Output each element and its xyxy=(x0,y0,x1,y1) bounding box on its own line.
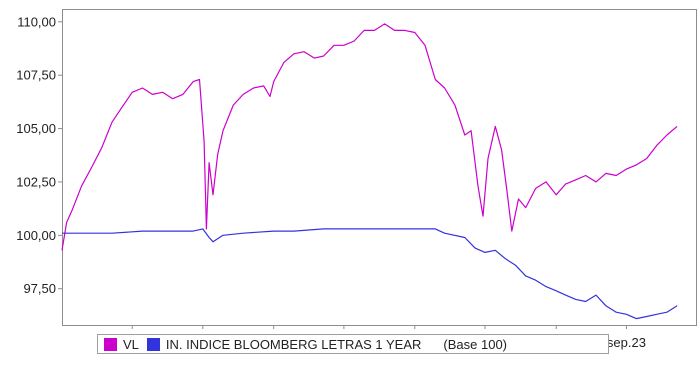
legend-label-vl: VL xyxy=(123,336,139,352)
series-line-index xyxy=(62,228,678,320)
legend-note: (Base 100) xyxy=(443,336,507,352)
legend-label-index: IN. INDICE BLOOMBERG LETRAS 1 YEAR xyxy=(165,336,422,352)
x-tick-label: sep.23 xyxy=(607,335,646,350)
series-line-vl xyxy=(61,23,678,251)
y-tick-label: 102,50 xyxy=(16,174,56,189)
y-axis: 97,50 100,00 102,50 105,00 107,50 110,00 xyxy=(16,14,62,296)
y-tick-label: 97,50 xyxy=(23,281,56,296)
legend-swatch-index xyxy=(146,337,160,351)
y-tick-label: 100,00 xyxy=(16,228,56,243)
y-tick-label: 105,00 xyxy=(16,121,56,136)
legend: VL IN. INDICE BLOOMBERG LETRAS 1 YEAR (B… xyxy=(97,334,609,354)
series-layer xyxy=(61,23,678,320)
legend-item-index: IN. INDICE BLOOMBERG LETRAS 1 YEAR xyxy=(146,336,422,352)
plot-frame xyxy=(62,9,697,326)
legend-swatch-vl xyxy=(104,337,117,351)
legend-item-vl: VL xyxy=(104,337,139,352)
y-tick-label: 107,50 xyxy=(16,68,56,83)
y-tick-label: 110,00 xyxy=(17,14,56,29)
